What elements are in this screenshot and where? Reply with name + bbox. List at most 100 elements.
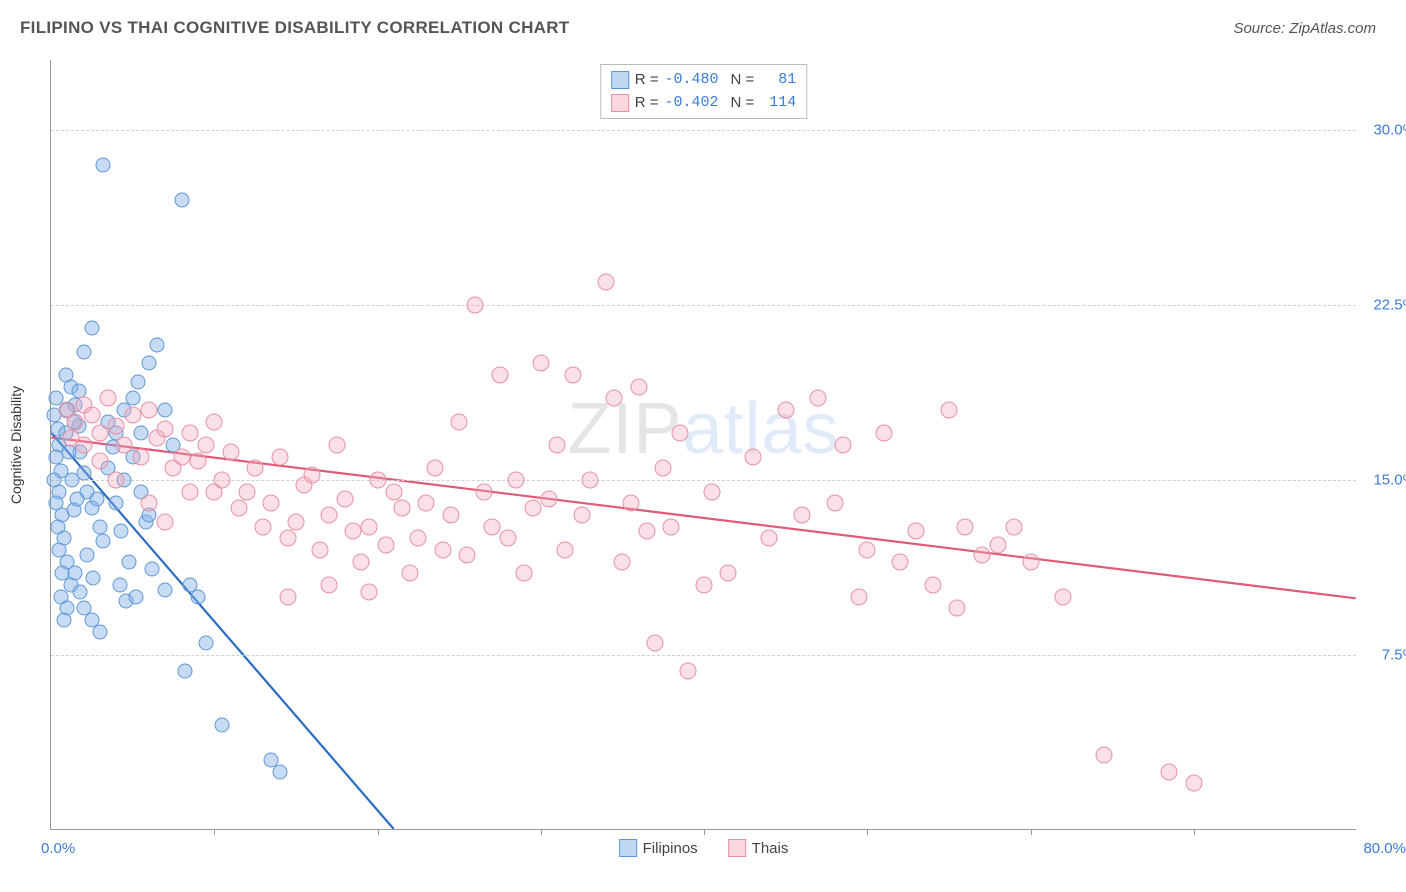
legend-stat-row: R =-0.402N =114 — [611, 92, 797, 115]
data-point — [1161, 763, 1178, 780]
data-point — [614, 553, 631, 570]
data-point — [132, 448, 149, 465]
data-point — [418, 495, 435, 512]
data-point — [924, 577, 941, 594]
data-point — [189, 453, 206, 470]
data-point — [761, 530, 778, 547]
trend-line — [51, 438, 1355, 599]
legend-stat-row: R =-0.480N =81 — [611, 69, 797, 92]
legend-n-value: 81 — [760, 69, 796, 92]
watermark-part1: ZIP — [567, 389, 682, 469]
data-point — [181, 483, 198, 500]
grid-line — [51, 480, 1356, 481]
legend-series-label: Filipinos — [643, 840, 698, 857]
data-point — [79, 547, 94, 562]
data-point — [891, 553, 908, 570]
y-tick-label: 7.5% — [1361, 647, 1406, 664]
data-point — [720, 565, 737, 582]
x-tick — [704, 829, 705, 835]
data-point — [549, 437, 566, 454]
data-point — [57, 613, 72, 628]
legend-r-value: -0.480 — [665, 69, 725, 92]
data-point — [630, 378, 647, 395]
data-point — [89, 491, 104, 506]
data-point — [304, 467, 321, 484]
data-point — [532, 355, 549, 372]
data-point — [647, 635, 664, 652]
data-point — [516, 565, 533, 582]
data-point — [704, 483, 721, 500]
legend-swatch — [619, 839, 637, 857]
x-tick — [867, 829, 868, 835]
chart-header: FILIPINO VS THAI COGNITIVE DISABILITY CO… — [0, 0, 1406, 48]
data-point — [320, 577, 337, 594]
grid-line — [51, 130, 1356, 131]
data-point — [508, 472, 525, 489]
legend-series: Filipinos Thais — [619, 839, 789, 857]
data-point — [112, 578, 127, 593]
data-point — [73, 585, 88, 600]
data-point — [451, 413, 468, 430]
data-point — [279, 588, 296, 605]
data-point — [198, 437, 215, 454]
data-point — [793, 507, 810, 524]
chart-source: Source: ZipAtlas.com — [1233, 20, 1376, 37]
data-point — [467, 297, 484, 314]
data-point — [70, 491, 85, 506]
data-point — [133, 426, 148, 441]
legend-stats: R =-0.480N =81R =-0.402N =114 — [600, 64, 808, 119]
data-point — [834, 437, 851, 454]
x-tick — [541, 829, 542, 835]
x-tick — [1194, 829, 1195, 835]
data-point — [663, 518, 680, 535]
data-point — [1006, 518, 1023, 535]
data-point — [826, 495, 843, 512]
data-point — [157, 420, 174, 437]
x-origin-label: 0.0% — [41, 840, 75, 857]
chart-title: FILIPINO VS THAI COGNITIVE DISABILITY CO… — [20, 18, 570, 38]
trend-lines — [51, 60, 1356, 829]
data-point — [696, 577, 713, 594]
legend-series-item: Filipinos — [619, 839, 698, 857]
data-point — [116, 437, 133, 454]
data-point — [67, 413, 84, 430]
data-point — [312, 542, 329, 559]
data-point — [238, 483, 255, 500]
legend-swatch — [611, 94, 629, 112]
data-point — [247, 460, 264, 477]
legend-swatch — [728, 839, 746, 857]
legend-r-value: -0.402 — [665, 92, 725, 115]
data-point — [385, 483, 402, 500]
data-point — [957, 518, 974, 535]
data-point — [157, 514, 174, 531]
data-point — [598, 273, 615, 290]
data-point — [263, 495, 280, 512]
data-point — [222, 444, 239, 461]
data-point — [100, 390, 117, 407]
data-point — [622, 495, 639, 512]
data-point — [393, 500, 410, 517]
data-point — [459, 546, 476, 563]
data-point — [92, 519, 107, 534]
data-point — [108, 418, 125, 435]
data-point — [83, 406, 100, 423]
data-point — [130, 375, 145, 390]
data-point — [810, 390, 827, 407]
data-point — [949, 600, 966, 617]
x-tick — [214, 829, 215, 835]
legend-series-item: Thais — [728, 839, 789, 857]
y-tick-label: 22.5% — [1361, 297, 1406, 314]
data-point — [500, 530, 517, 547]
data-point — [279, 530, 296, 547]
legend-series-label: Thais — [752, 840, 789, 857]
data-point — [84, 321, 99, 336]
data-point — [377, 537, 394, 554]
data-point — [140, 402, 157, 419]
data-point — [86, 571, 101, 586]
data-point — [177, 664, 192, 679]
data-point — [679, 663, 696, 680]
data-point — [68, 566, 83, 581]
data-point — [174, 193, 189, 208]
data-point — [361, 584, 378, 601]
data-point — [141, 356, 156, 371]
